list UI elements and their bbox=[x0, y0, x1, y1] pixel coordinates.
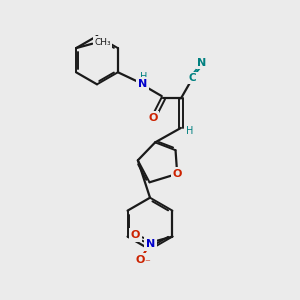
Text: C: C bbox=[189, 73, 196, 83]
Text: N: N bbox=[146, 239, 155, 249]
Text: CH₃: CH₃ bbox=[94, 38, 111, 47]
Text: H: H bbox=[140, 72, 147, 82]
Text: O: O bbox=[135, 255, 145, 265]
Text: O: O bbox=[172, 169, 182, 179]
Text: O: O bbox=[148, 112, 158, 123]
Text: N: N bbox=[197, 58, 206, 68]
Text: O: O bbox=[131, 230, 140, 240]
Text: H: H bbox=[186, 126, 194, 136]
Text: N: N bbox=[138, 79, 147, 89]
Text: ⁻: ⁻ bbox=[145, 259, 150, 269]
